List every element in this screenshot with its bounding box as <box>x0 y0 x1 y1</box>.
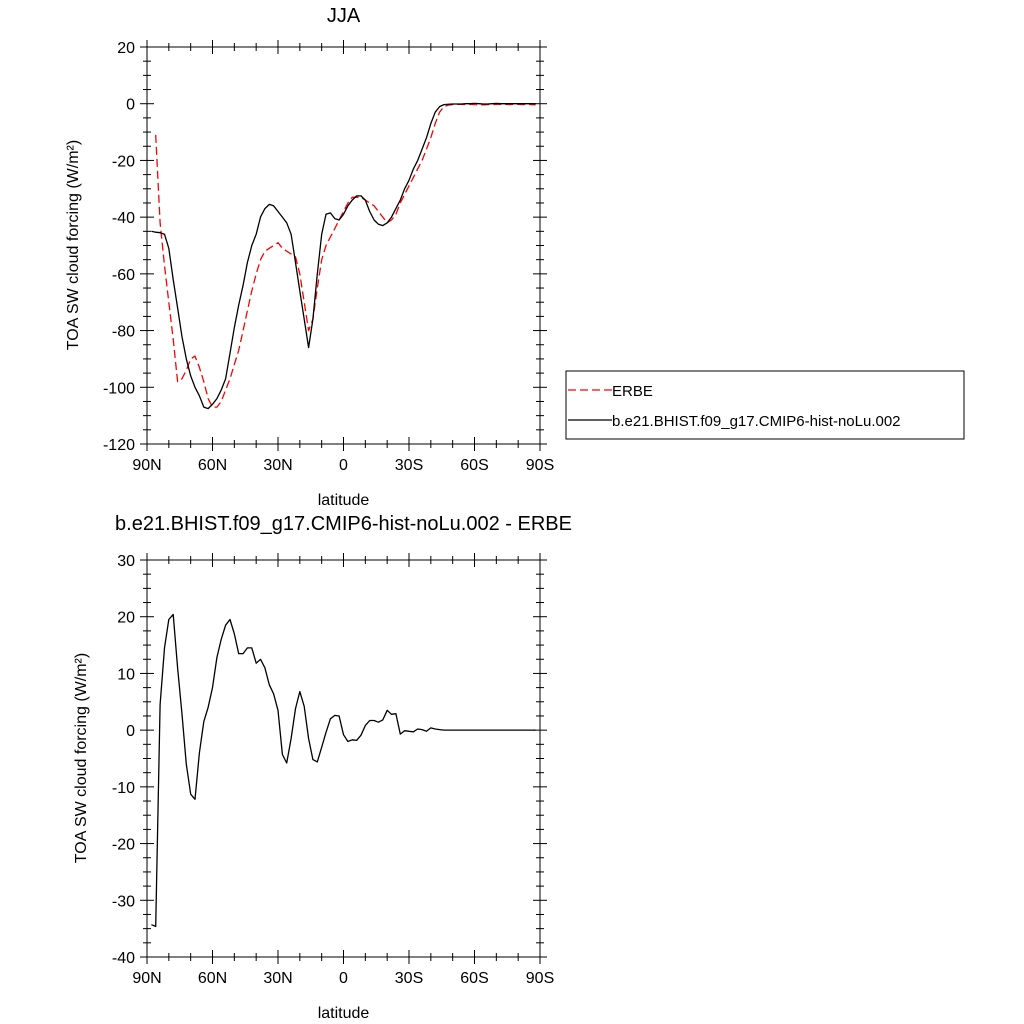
y-tick-label: -40 <box>112 950 135 967</box>
y-tick-label: -60 <box>112 267 135 284</box>
x-axis-label: latitude <box>318 1005 370 1022</box>
x-tick-label: 90S <box>526 457 554 474</box>
y-axis-label: TOA SW cloud forcing (W/m²) <box>73 653 90 863</box>
x-tick-label: 60N <box>198 970 227 987</box>
x-axis-label: latitude <box>318 492 370 509</box>
y-axis-label: TOA SW cloud forcing (W/m²) <box>65 140 82 350</box>
plot-frame <box>146 46 541 445</box>
y-tick-label: -40 <box>112 210 135 227</box>
y-tick-label: -80 <box>112 324 135 341</box>
x-tick-label: 30S <box>395 970 423 987</box>
y-tick-label: 0 <box>126 723 135 740</box>
chart-title: b.e21.BHIST.f09_g17.CMIP6-hist-noLu.002 … <box>115 513 572 535</box>
x-tick-label: 30N <box>263 457 292 474</box>
x-tick-label: 0 <box>339 457 348 474</box>
x-tick-label: 90N <box>132 457 161 474</box>
plot-frame <box>146 559 541 958</box>
x-tick-label: 90S <box>526 970 554 987</box>
x-tick-label: 60S <box>460 970 488 987</box>
y-tick-label: -100 <box>103 380 135 397</box>
x-tick-label: 30S <box>395 457 423 474</box>
chart-1: JJA 90N 60N 30N 0 30S 60S 90S 20 0 -20 -40 -60 -80 -10… <box>65 5 965 509</box>
y-tick-label: 0 <box>126 97 135 114</box>
y-tick-label: 20 <box>117 40 135 57</box>
y-tick-label: 10 <box>117 666 135 683</box>
y-tick-label: -30 <box>112 893 135 910</box>
y-tick-label: -20 <box>112 153 135 170</box>
chart-title: JJA <box>327 5 361 27</box>
y-tick-label: -20 <box>112 837 135 854</box>
legend-label: b.e21.BHIST.f09_g17.CMIP6-hist-noLu.002 <box>612 413 901 430</box>
x-tick-label: 60S <box>460 457 488 474</box>
x-tick-label: 0 <box>339 970 348 987</box>
y-tick-label: 20 <box>117 610 135 627</box>
legend: ERBE b.e21.BHIST.f09_g17.CMIP6-hist-noLu.… <box>565 370 965 440</box>
x-tick-label: 30N <box>263 970 292 987</box>
legend-label: ERBE <box>612 383 653 400</box>
chart-2: b.e21.BHIST.f09_g17.CMIP6-hist-noLu.002 … <box>73 513 572 1022</box>
series-line-difference <box>151 613 536 928</box>
y-tick-label: -120 <box>103 437 135 454</box>
x-tick-label: 90N <box>132 970 161 987</box>
series-line-erbe <box>155 103 536 408</box>
legend-box <box>565 370 965 440</box>
series-line-b-e21-bhist-f09-g17-cmip6-hist-nolu-002 <box>151 102 536 410</box>
y-tick-label: 30 <box>117 553 135 570</box>
x-tick-label: 60N <box>198 457 227 474</box>
y-tick-label: -10 <box>112 780 135 797</box>
